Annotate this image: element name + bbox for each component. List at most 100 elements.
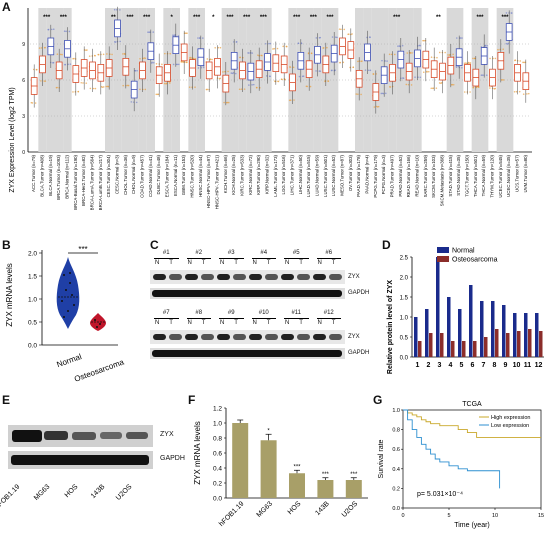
sample-label: #3 <box>227 250 235 256</box>
data-point <box>148 31 151 34</box>
x-category-label: BRCA.Tumor (n=1093) <box>56 154 61 199</box>
data-point <box>172 34 174 36</box>
data-point <box>342 61 345 64</box>
data-point <box>235 41 238 43</box>
x-category-label: SKCM.Metastasis (n=368) <box>440 154 445 206</box>
sample-label: #10 <box>258 310 269 316</box>
x-tick-label: 8 <box>493 362 497 369</box>
data-point <box>351 33 353 35</box>
x-category-label: KIRC.Normal (n=72) <box>248 154 253 194</box>
data-point <box>152 61 155 64</box>
data-point <box>289 66 292 68</box>
data-point <box>285 45 288 48</box>
data-point <box>56 53 59 56</box>
panel-b-ylabel: ZYX mRNA levels <box>5 263 14 327</box>
data-point <box>449 53 451 56</box>
panel-a-ylabel: ZYX Expression Level (log2 TPM) <box>9 87 16 192</box>
data-point <box>480 74 483 76</box>
data-point <box>309 85 312 88</box>
significance-marker: * <box>212 15 215 21</box>
x-category-label: PCPG.Normal (n=3) <box>381 154 386 194</box>
lane-label: MG63 <box>33 483 52 502</box>
y-tick-label: 2.0 <box>400 276 409 282</box>
gapdh-label-bottom: GAPDH <box>348 350 370 356</box>
x-category-label: PAAD.Normal (n=4) <box>365 154 370 193</box>
lane-label: T <box>266 260 271 266</box>
data-point <box>297 42 300 45</box>
data-point <box>147 31 149 33</box>
zyx-blot-e <box>8 425 153 447</box>
data-point <box>389 86 392 88</box>
panel-e-blots: ZYX GAPDH <box>8 425 188 485</box>
legend-label: High expression <box>491 415 530 421</box>
data-point <box>326 46 328 49</box>
x-category-label: MESO.Tumor (n=87) <box>340 154 345 195</box>
lane-label: HOS <box>64 483 80 499</box>
panel-label-a: A <box>2 0 11 14</box>
x-category-label: LIHC.Normal (n=50) <box>298 154 303 194</box>
x-tick-label: 5 <box>460 362 464 369</box>
data-point <box>310 52 313 55</box>
x-category-label: BRCA.Normal (n=112) <box>65 154 70 198</box>
data-point <box>272 48 274 50</box>
sample-label: #9 <box>227 310 235 316</box>
data-point <box>61 53 63 56</box>
lane-label: hFOB1.19 <box>0 483 21 511</box>
x-category-label: ESCA.Tumor (n=184) <box>165 154 170 197</box>
data-point <box>111 53 113 56</box>
data-point <box>523 61 525 64</box>
data-point <box>152 31 155 33</box>
data-point <box>483 74 485 76</box>
data-point <box>357 93 359 96</box>
bar-osteosarcoma <box>462 341 466 357</box>
data-point <box>47 28 50 31</box>
data-point <box>469 91 471 93</box>
x-category-label: ESCA.Normal (n=11) <box>173 154 178 196</box>
survival-curve <box>403 409 541 438</box>
data-point <box>63 30 66 33</box>
data-point <box>527 92 530 95</box>
bar <box>260 440 277 498</box>
data-point <box>194 86 196 88</box>
significance-marker: *** <box>293 464 301 470</box>
data-point <box>393 53 396 56</box>
significance-marker: *** <box>243 15 251 21</box>
legend-label: Osteosarcoma <box>452 257 498 264</box>
zyx-band <box>265 274 278 280</box>
sample-label: #2 <box>195 250 203 256</box>
panel-g-survival: TCGA 0.0 0.2 0.4 0.6 0.8 1.0 0 5 10 15 Time (year) S… <box>378 401 544 529</box>
data-point <box>169 52 172 55</box>
data-point <box>65 30 67 33</box>
data-point <box>77 90 80 93</box>
lane-label: T <box>299 260 303 266</box>
data-point <box>56 86 58 89</box>
sample-underline <box>284 258 309 259</box>
x-category-label: SARC.Tumor (n=259) <box>423 154 428 197</box>
plot-frame <box>402 409 542 509</box>
data-point <box>452 53 454 56</box>
bar-normal <box>535 313 539 357</box>
data-point <box>247 52 249 54</box>
bar <box>289 473 305 498</box>
bar-normal <box>513 313 517 357</box>
sample-label: #4 <box>260 250 268 256</box>
legend-label: Low expression <box>491 423 529 429</box>
data-point <box>142 88 144 91</box>
bar-osteosarcoma <box>495 329 499 357</box>
data-point <box>306 85 309 88</box>
bar-osteosarcoma <box>429 333 433 357</box>
panel-b-group-normal: Normal <box>55 352 83 369</box>
bar-normal <box>414 317 418 357</box>
zyx-label-e: ZYX <box>160 431 174 438</box>
data-point <box>161 63 163 66</box>
lane-label: T <box>266 320 271 326</box>
zyx-band <box>281 274 294 280</box>
panel-label-b: B <box>2 238 11 252</box>
data-point <box>155 93 158 96</box>
data-point <box>515 90 518 93</box>
significance-marker: *** <box>43 15 51 21</box>
data-point <box>251 52 254 54</box>
sample-underline <box>251 318 276 319</box>
data-point <box>459 37 461 39</box>
panel-label-f: F <box>188 393 196 407</box>
